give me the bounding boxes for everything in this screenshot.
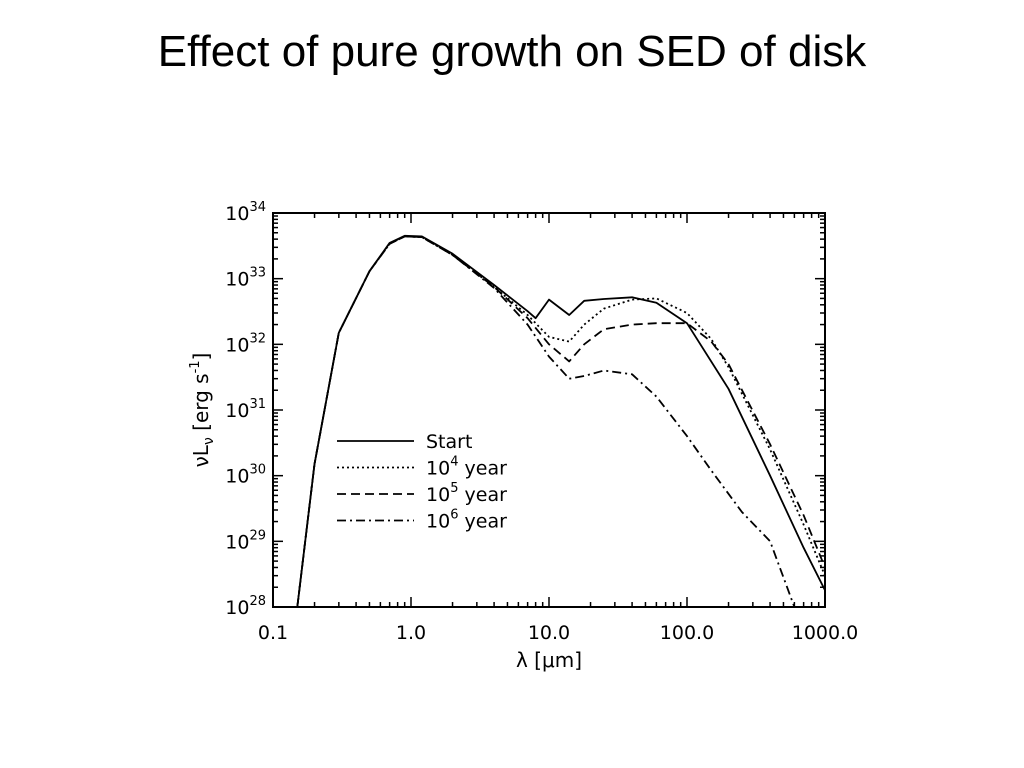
- x-tick-label: 1000.0: [792, 622, 858, 644]
- slide-title: Effect of pure growth on SED of disk: [157, 27, 867, 76]
- legend-label-1: Start: [426, 431, 472, 453]
- series-layer: [296, 234, 825, 607]
- x-axis-title: λ [μm]: [516, 648, 582, 672]
- tick-marks: [272, 213, 825, 608]
- x-tick-label: 10.0: [528, 622, 570, 644]
- series-line-4: [296, 235, 796, 607]
- series-line-2: [296, 235, 825, 607]
- legend-label-2: 104 year: [426, 455, 507, 480]
- y-tick-labels: 1028 1029 1030 1031 1032 1033 1034: [225, 200, 266, 619]
- y-tick-label: 1029: [225, 528, 266, 553]
- y-tick-label: 1031: [225, 397, 266, 422]
- x-tick-label: 1.0: [396, 622, 426, 644]
- series-line-1: [296, 234, 825, 607]
- legend-label-3: 105 year: [426, 481, 507, 506]
- plot-frame: [272, 212, 826, 608]
- y-tick-label: 1030: [225, 463, 266, 488]
- series-line-3: [296, 235, 825, 607]
- legend-label-4: 106 year: [426, 508, 507, 533]
- x-tick-label: 0.1: [258, 622, 288, 644]
- y-tick-label: 1033: [225, 266, 266, 291]
- y-tick-label: 1034: [225, 200, 266, 225]
- x-tick-label: 100.0: [660, 622, 714, 644]
- y-axis-title: νLν [erg s-1]: [188, 353, 217, 468]
- y-tick-label: 1028: [225, 594, 266, 619]
- x-tick-labels: 0.1 1.0 10.0 100.0 1000.0: [258, 622, 858, 644]
- y-tick-label: 1032: [225, 331, 266, 356]
